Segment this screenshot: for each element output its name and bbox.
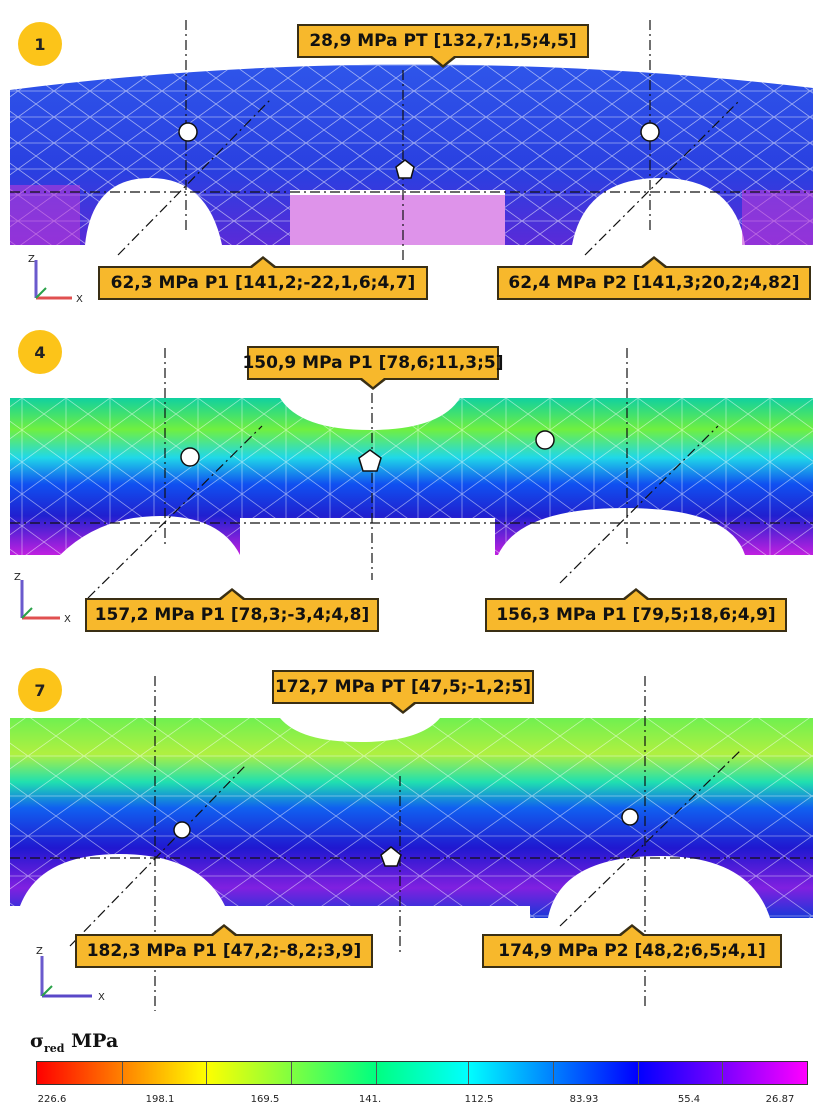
panel-step-1: Z X 1 28,9 MPa PT [132,7;1,5;4,5] 62,3 M… — [0, 0, 813, 310]
svg-text:Z: Z — [14, 572, 21, 583]
svg-text:X: X — [76, 294, 83, 305]
measure-point-right — [535, 430, 555, 450]
colorbar-tick-label: 26.87 — [765, 1094, 795, 1105]
colorbar-tick-label: 141. — [358, 1094, 382, 1105]
callout-right: 62,4 MPa P2 [141,3;20,2;4,82] — [497, 256, 811, 300]
fe-mesh-view-7: Z X — [10, 676, 813, 1011]
measure-point-center — [395, 159, 415, 179]
step-badge: 1 — [18, 22, 62, 66]
step-badge: 7 — [18, 668, 62, 712]
measure-point-center — [380, 846, 402, 867]
callout-top: 28,9 MPa PT [132,7;1,5;4,5] — [297, 24, 589, 68]
panel-step-4: Z X 4 150,9 MPa P1 [78,6;11,3;5] 157,2 M… — [0, 318, 813, 648]
colorbar-tick-label: 226.6 — [37, 1094, 67, 1105]
svg-text:Z: Z — [36, 946, 43, 957]
measure-point-right — [621, 808, 639, 826]
callout-left: 157,2 MPa P1 [78,3;-3,4;4,8] — [85, 588, 379, 632]
step-badge: 4 — [18, 330, 62, 374]
colorbar-tick-label: 83.93 — [569, 1094, 599, 1105]
stress-colorbar — [36, 1061, 808, 1085]
axis-triad-icon: Z X — [36, 946, 105, 1003]
fe-mesh-view-1: Z X — [10, 20, 813, 305]
callout-left: 182,3 MPa P1 [47,2;-8,2;3,9] — [75, 924, 373, 968]
callout-right: 174,9 MPa P2 [48,2;6,5;4,1] — [482, 924, 782, 968]
panel-step-7: Z X 7 172,7 MPa PT [47,5;-1,2;5] 182,3 M… — [0, 656, 813, 1024]
callout-top: 172,7 MPa PT [47,5;-1,2;5] — [272, 670, 534, 714]
callout-right: 156,3 MPa P1 [79,5;18,6;4,9] — [485, 588, 787, 632]
svg-text:Z: Z — [28, 254, 35, 265]
callout-top: 150,9 MPa P1 [78,6;11,3;5] — [242, 346, 504, 390]
measure-point-center — [358, 449, 382, 472]
measure-point-right — [640, 122, 660, 142]
colorbar-tick-label: 112.5 — [464, 1094, 494, 1105]
measure-point-left — [173, 821, 191, 839]
svg-text:X: X — [98, 992, 105, 1003]
legend-title: σred MPa — [30, 1030, 119, 1055]
colorbar-tick-label: 55.4 — [677, 1094, 701, 1105]
measure-point-left — [178, 122, 198, 142]
colorbar-tick-label: 198.1 — [145, 1094, 175, 1105]
axis-triad-icon: Z X — [14, 572, 71, 625]
svg-text:X: X — [64, 614, 71, 625]
measure-point-left — [180, 447, 200, 467]
fe-mesh-view-4: Z X — [10, 348, 813, 625]
colorbar-tick-label: 169.5 — [250, 1094, 280, 1105]
callout-left: 62,3 MPa P1 [141,2;-22,1,6;4,7] — [98, 256, 428, 300]
axis-triad-icon: Z X — [28, 254, 83, 305]
